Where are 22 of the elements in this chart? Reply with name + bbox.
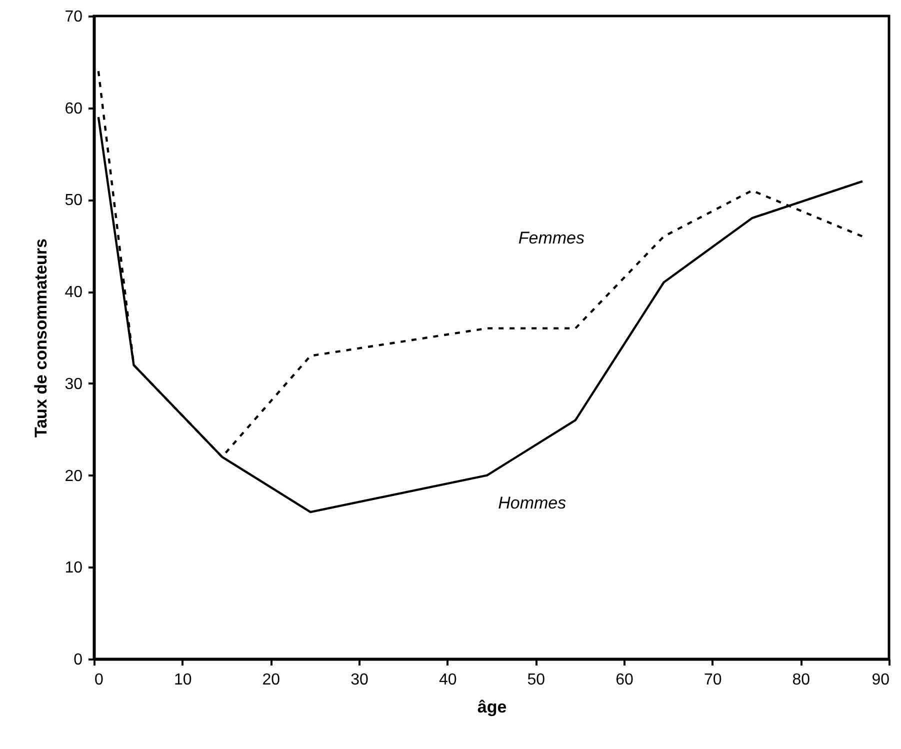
x-tick-label: 70 [704, 672, 722, 688]
x-tick-label: 30 [350, 672, 368, 688]
y-tick-label: 20 [64, 468, 83, 485]
x-tick-label: 50 [527, 672, 546, 688]
x-tick-label: 10 [174, 672, 192, 688]
y-tick-label: 10 [64, 560, 83, 577]
y-tick-label: 0 [74, 652, 83, 668]
x-tick-label: 20 [262, 672, 280, 688]
text: Femmes [518, 228, 585, 248]
series-label: Hommes [498, 493, 567, 512]
x-tick-label: 90 [872, 672, 890, 688]
y-tick-label: 40 [64, 284, 83, 302]
y-tick-label: 30 [64, 376, 83, 393]
y-axis-title: Taux de consommateurs [32, 238, 51, 438]
x-axis-title: âge [477, 698, 507, 716]
x-tick-label: 40 [438, 672, 457, 688]
y-tick-label: 60 [64, 100, 83, 118]
y-tick-label: 50 [64, 192, 83, 210]
x-tick-label: 0 [94, 672, 104, 688]
x-tick-label: 60 [616, 672, 634, 688]
y-tick-label: 70 [64, 8, 83, 26]
x-tick-label: 80 [792, 672, 810, 688]
